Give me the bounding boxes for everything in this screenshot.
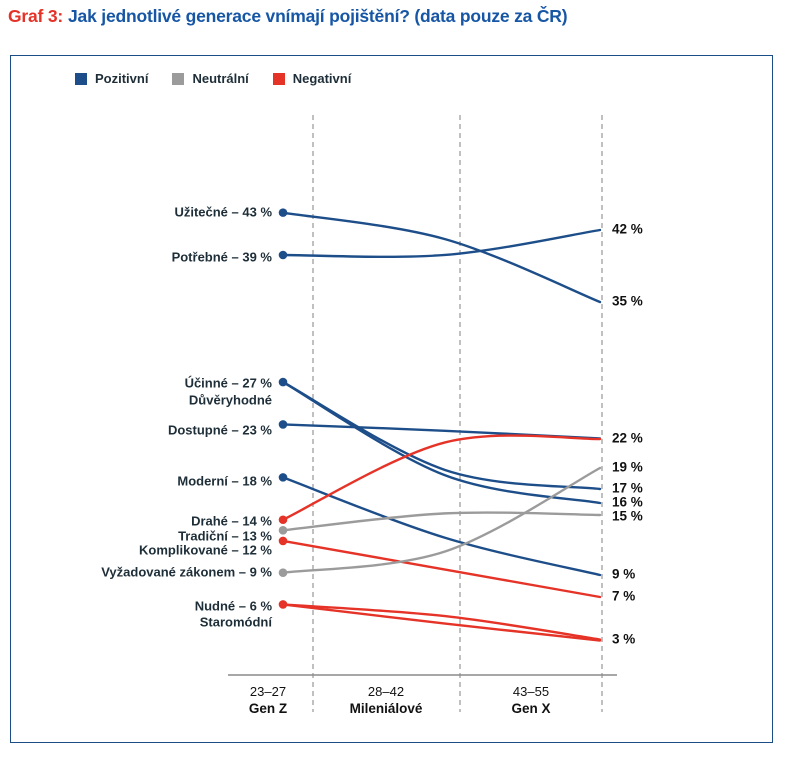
legend-swatch-negative-icon [272,72,285,85]
x-axis-group-genz: 23–27 Gen Z [249,684,287,717]
legend-swatch-neutral-icon [172,72,185,85]
x-axis-name-millennials: Mileniálové [349,701,423,716]
x-axis-name-genz: Gen Z [248,701,288,716]
x-axis-name-genx: Gen X [511,701,551,716]
legend-item-neutral: Neutrální [172,71,249,86]
title-prefix: Graf 3: [8,6,64,26]
x-axis-range-genx: 43–55 [512,684,550,699]
x-axis-group-genx: 43–55 Gen X [511,684,550,717]
x-axis-range-genz: 23–27 [249,684,287,699]
x-axis-group-millennials: 28–42 Mileniálové [350,684,423,717]
legend-swatch-positive-icon [75,72,87,85]
page-title: Graf 3: Jak jednotlivé generace vnímají p… [8,6,568,27]
legend-label-positive: Pozitivní [95,71,149,86]
legend-item-negative: Negativní [272,71,352,86]
title-main: Jak jednotlivé generace vnímají pojištěn… [68,6,568,26]
legend-item-positive: Pozitivní [75,71,148,86]
x-axis-range-millennials: 28–42 [367,684,405,699]
legend-label-neutral: Neutrální [192,71,249,86]
chart-legend: Pozitivní Neutrální Negativní [75,71,351,86]
legend-label-negative: Negativní [292,71,352,86]
chart-frame [10,55,773,743]
